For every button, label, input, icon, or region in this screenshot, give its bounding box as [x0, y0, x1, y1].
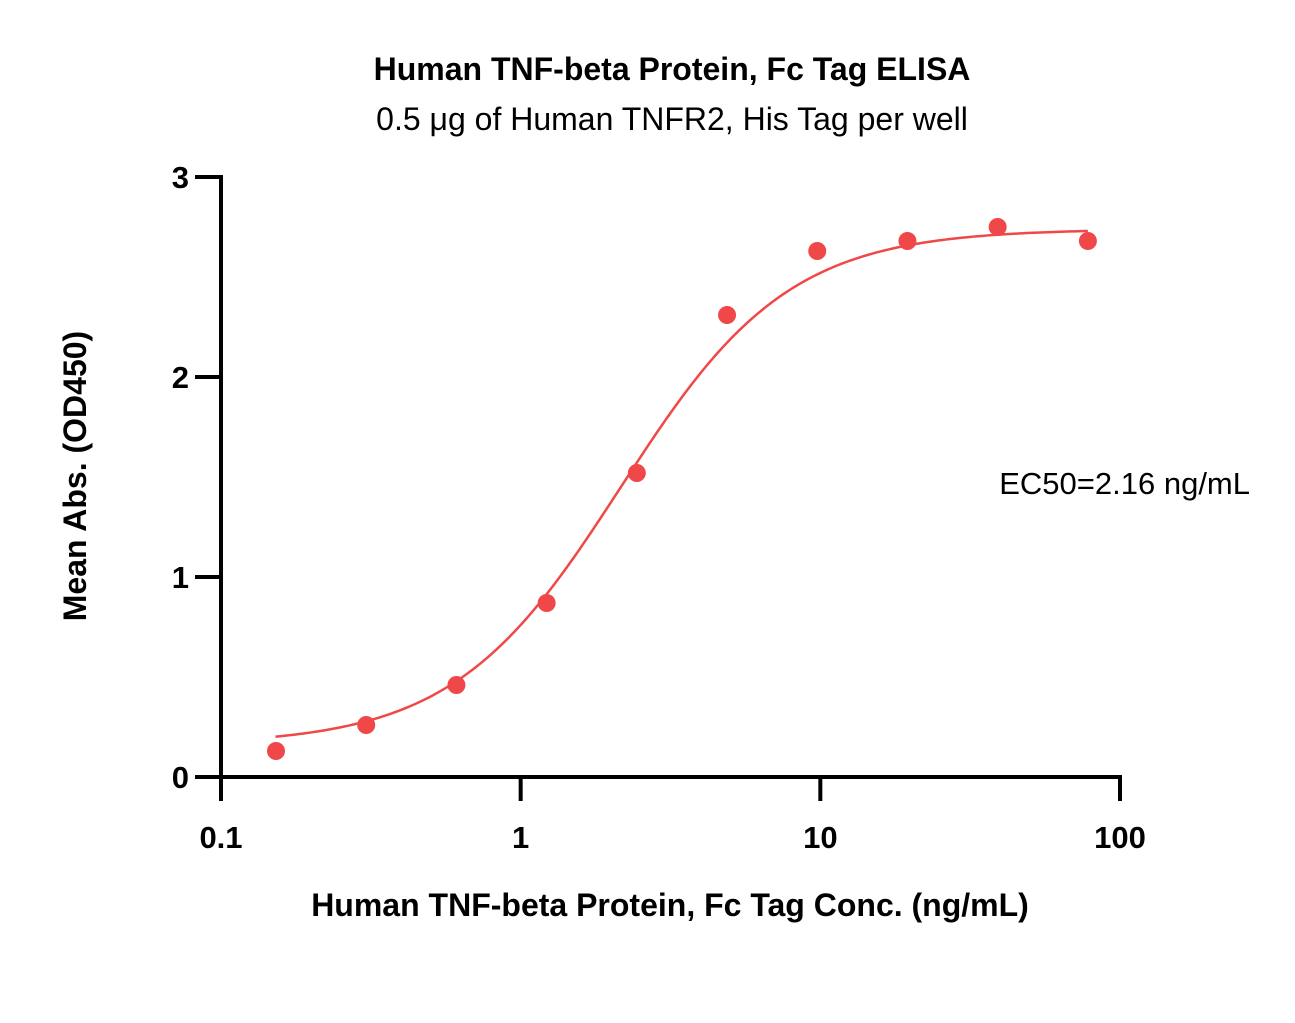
ticks: 0 1 2 3 0.1 1 10 100 — [172, 160, 1146, 855]
data-point — [1078, 232, 1097, 250]
data-points-layer — [267, 218, 1097, 760]
data-point — [808, 242, 827, 260]
x-axis-label: Human TNF-beta Protein, Fc Tag Conc. (ng… — [311, 887, 1029, 923]
data-point — [357, 716, 376, 734]
axes — [219, 175, 1122, 779]
x-tick-label: 0.1 — [199, 820, 242, 855]
data-point — [718, 306, 737, 324]
y-axis-label: Mean Abs. (OD450) — [57, 331, 93, 621]
chart-title: Human TNF-beta Protein, Fc Tag ELISA — [374, 51, 971, 87]
y-tick-label: 1 — [172, 560, 189, 595]
x-tick-label: 10 — [803, 820, 837, 855]
y-tick-label: 2 — [172, 360, 189, 395]
data-point — [898, 232, 917, 250]
fit-curve — [275, 229, 1088, 738]
data-point — [447, 676, 466, 694]
data-point — [267, 742, 286, 760]
x-tick-label: 1 — [512, 820, 529, 855]
data-point — [627, 464, 646, 482]
x-tick-label: 100 — [1094, 820, 1146, 855]
y-tick-label: 3 — [172, 160, 189, 195]
fit-curve-layer — [275, 229, 1088, 738]
y-tick-label: 0 — [172, 760, 189, 795]
data-point — [988, 218, 1007, 236]
ec50-annotation: EC50=2.16 ng/mL — [999, 466, 1250, 501]
chart-subtitle: 0.5 μg of Human TNFR2, His Tag per well — [376, 101, 968, 137]
data-point — [537, 594, 556, 612]
